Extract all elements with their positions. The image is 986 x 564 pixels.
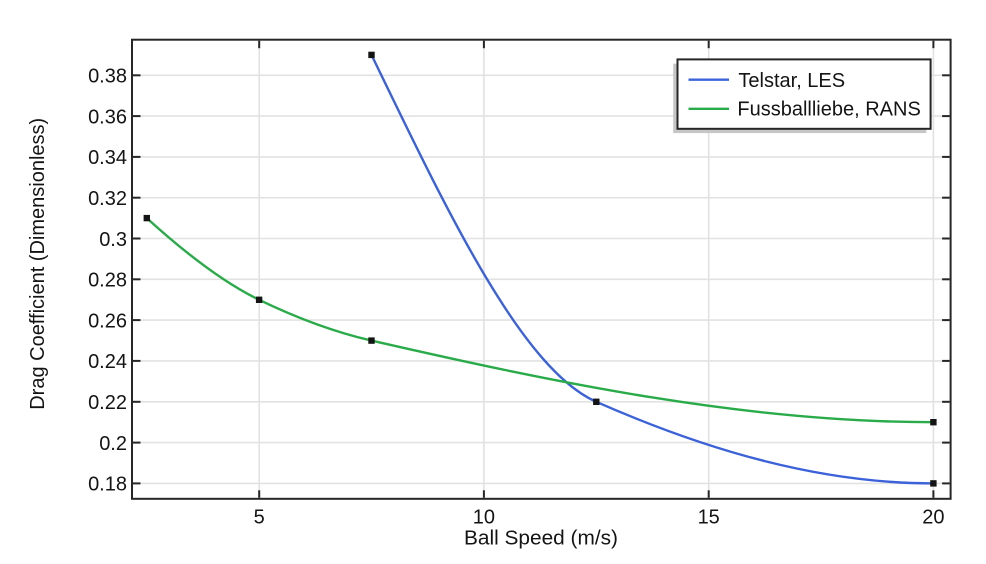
svg-text:0.22: 0.22 [88,392,127,414]
svg-text:0.38: 0.38 [88,66,127,88]
svg-text:0.32: 0.32 [88,188,127,210]
svg-text:Fussballliebe, RANS: Fussballliebe, RANS [737,98,920,120]
svg-text:15: 15 [698,506,720,528]
svg-text:0.24: 0.24 [88,351,127,373]
svg-text:Ball Speed (m/s): Ball Speed (m/s) [464,528,618,550]
svg-text:0.3: 0.3 [99,229,127,251]
svg-text:0.34: 0.34 [88,147,127,169]
svg-text:0.18: 0.18 [88,474,127,496]
svg-text:Drag Coefficient (Dimensionles: Drag Coefficient (Dimensionless) [27,118,49,410]
svg-text:20: 20 [922,506,944,528]
svg-text:0.28: 0.28 [88,270,127,292]
svg-text:Telstar, LES: Telstar, LES [738,70,845,92]
svg-text:0.26: 0.26 [88,310,127,332]
svg-text:5: 5 [254,506,265,528]
svg-text:10: 10 [473,506,495,528]
svg-text:0.36: 0.36 [88,106,127,128]
svg-text:0.2: 0.2 [99,433,127,455]
